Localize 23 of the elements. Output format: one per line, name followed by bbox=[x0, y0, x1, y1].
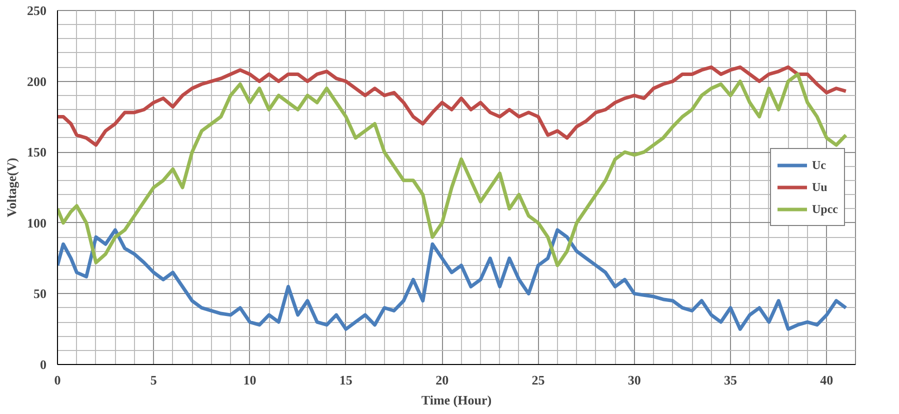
x-tick-label: 40 bbox=[820, 372, 834, 388]
x-tick-label: 10 bbox=[243, 372, 256, 388]
legend-label: Uc bbox=[812, 158, 827, 172]
y-tick-label: 100 bbox=[27, 215, 46, 230]
y-axis-title: Voltage(V) bbox=[4, 158, 19, 218]
x-tick-label: 0 bbox=[54, 372, 61, 388]
line-series bbox=[58, 65, 848, 147]
y-tick-label: 0 bbox=[40, 357, 46, 372]
legend-label: Upcc bbox=[812, 202, 838, 216]
y-tick-label: 200 bbox=[27, 74, 46, 89]
x-tick-label: 25 bbox=[532, 372, 546, 388]
y-tick-label: 150 bbox=[27, 144, 46, 160]
y-tick-label: 250 bbox=[27, 3, 46, 18]
line-series bbox=[58, 228, 848, 331]
y-tick-label: 50 bbox=[34, 286, 46, 302]
x-tick-label: 30 bbox=[628, 372, 641, 388]
x-axis-title: Time (Hour) bbox=[421, 392, 492, 408]
legend-label: Uu bbox=[812, 180, 828, 194]
x-tick-label: 35 bbox=[724, 372, 738, 388]
x-tick-label: 5 bbox=[150, 372, 158, 388]
line-series bbox=[58, 72, 848, 268]
x-tick-label: 15 bbox=[339, 372, 353, 388]
x-tick-label: 20 bbox=[436, 372, 449, 388]
